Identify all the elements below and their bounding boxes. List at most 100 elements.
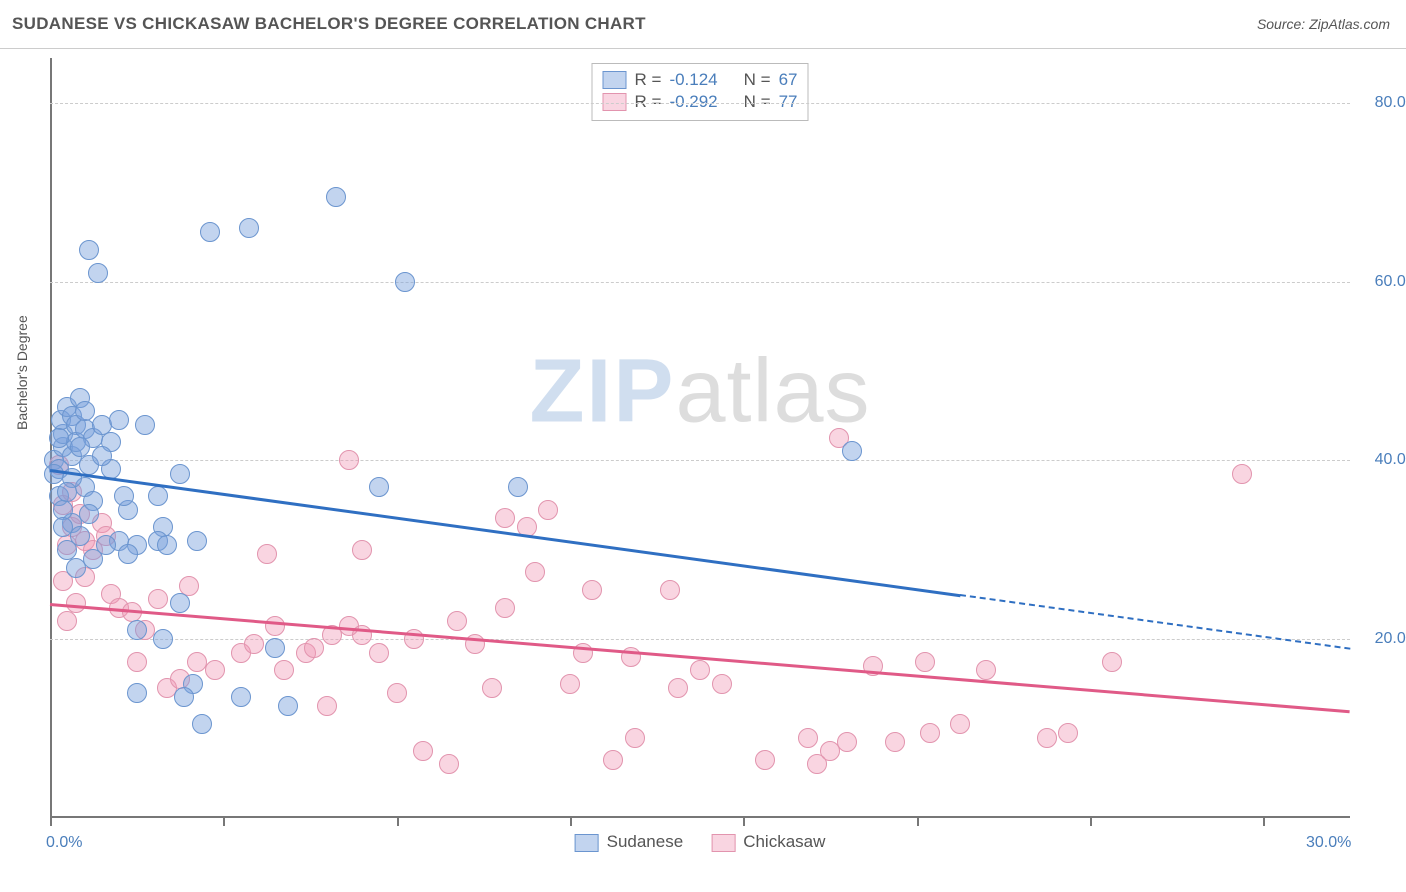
data-point-chickasaw bbox=[755, 750, 775, 770]
data-point-chickasaw bbox=[712, 674, 732, 694]
legend-label: Chickasaw bbox=[743, 832, 825, 851]
data-point-sudanese bbox=[157, 535, 177, 555]
x-tick-label: 30.0% bbox=[1306, 834, 1351, 852]
data-point-chickasaw bbox=[837, 732, 857, 752]
legend-label: Sudanese bbox=[607, 832, 684, 851]
y-tick-label: 80.0% bbox=[1360, 94, 1406, 112]
regression-line-sudanese-dashed bbox=[960, 594, 1350, 650]
data-point-chickasaw bbox=[603, 750, 623, 770]
data-point-chickasaw bbox=[482, 678, 502, 698]
watermark-atlas: atlas bbox=[675, 342, 870, 442]
data-point-sudanese bbox=[170, 593, 190, 613]
data-point-chickasaw bbox=[179, 576, 199, 596]
data-point-chickasaw bbox=[920, 723, 940, 743]
legend-swatch bbox=[711, 834, 735, 852]
data-point-chickasaw bbox=[304, 638, 324, 658]
regression-legend: R =-0.124N =67R =-0.292N =77 bbox=[592, 63, 809, 121]
data-point-chickasaw bbox=[495, 598, 515, 618]
data-point-chickasaw bbox=[660, 580, 680, 600]
data-point-chickasaw bbox=[127, 652, 147, 672]
data-point-chickasaw bbox=[339, 450, 359, 470]
data-point-sudanese bbox=[49, 428, 69, 448]
data-point-sudanese bbox=[92, 446, 112, 466]
data-point-chickasaw bbox=[205, 660, 225, 680]
data-point-sudanese bbox=[135, 415, 155, 435]
watermark-zip: ZIP bbox=[529, 342, 675, 442]
legend-swatch bbox=[575, 834, 599, 852]
data-point-sudanese bbox=[187, 531, 207, 551]
data-point-chickasaw bbox=[1037, 728, 1057, 748]
watermark: ZIPatlas bbox=[529, 341, 870, 444]
data-point-sudanese bbox=[395, 272, 415, 292]
data-point-sudanese bbox=[148, 486, 168, 506]
data-point-sudanese bbox=[153, 629, 173, 649]
data-point-sudanese bbox=[57, 482, 77, 502]
data-point-chickasaw bbox=[369, 643, 389, 663]
data-point-sudanese bbox=[326, 187, 346, 207]
legend-row: R =-0.124N =67 bbox=[603, 70, 798, 90]
data-point-sudanese bbox=[231, 687, 251, 707]
y-tick-label: 60.0% bbox=[1360, 273, 1406, 291]
grid-line bbox=[50, 103, 1350, 104]
data-point-sudanese bbox=[278, 696, 298, 716]
data-point-sudanese bbox=[265, 638, 285, 658]
data-point-chickasaw bbox=[57, 611, 77, 631]
x-tick bbox=[397, 818, 399, 826]
data-point-chickasaw bbox=[668, 678, 688, 698]
data-point-sudanese bbox=[66, 558, 86, 578]
data-point-sudanese bbox=[369, 477, 389, 497]
scatter-plot-area: ZIPatlas R =-0.124N =67R =-0.292N =77 Su… bbox=[50, 58, 1350, 818]
data-point-sudanese bbox=[200, 222, 220, 242]
data-point-chickasaw bbox=[439, 754, 459, 774]
data-point-sudanese bbox=[79, 504, 99, 524]
data-point-sudanese bbox=[79, 240, 99, 260]
data-point-chickasaw bbox=[265, 616, 285, 636]
x-tick bbox=[1090, 818, 1092, 826]
data-point-chickasaw bbox=[1058, 723, 1078, 743]
data-point-chickasaw bbox=[317, 696, 337, 716]
data-point-chickasaw bbox=[1102, 652, 1122, 672]
data-point-sudanese bbox=[96, 535, 116, 555]
data-point-sudanese bbox=[127, 683, 147, 703]
data-point-chickasaw bbox=[387, 683, 407, 703]
legend-item: Chickasaw bbox=[711, 832, 825, 852]
x-tick bbox=[743, 818, 745, 826]
y-tick-label: 40.0% bbox=[1360, 451, 1406, 469]
legend-n-value: 67 bbox=[779, 70, 798, 90]
data-point-chickasaw bbox=[950, 714, 970, 734]
data-point-sudanese bbox=[88, 263, 108, 283]
data-point-sudanese bbox=[109, 410, 129, 430]
data-point-sudanese bbox=[239, 218, 259, 238]
data-point-chickasaw bbox=[447, 611, 467, 631]
data-point-chickasaw bbox=[798, 728, 818, 748]
data-point-chickasaw bbox=[976, 660, 996, 680]
x-tick bbox=[50, 818, 52, 826]
data-point-chickasaw bbox=[413, 741, 433, 761]
legend-swatch bbox=[603, 71, 627, 89]
data-point-chickasaw bbox=[885, 732, 905, 752]
data-point-chickasaw bbox=[690, 660, 710, 680]
data-point-chickasaw bbox=[625, 728, 645, 748]
data-point-chickasaw bbox=[352, 540, 372, 560]
data-point-chickasaw bbox=[257, 544, 277, 564]
legend-item: Sudanese bbox=[575, 832, 684, 852]
data-point-sudanese bbox=[842, 441, 862, 461]
data-point-sudanese bbox=[114, 486, 134, 506]
data-point-chickasaw bbox=[582, 580, 602, 600]
data-point-chickasaw bbox=[148, 589, 168, 609]
chart-title: SUDANESE VS CHICKASAW BACHELOR'S DEGREE … bbox=[12, 14, 646, 34]
data-point-sudanese bbox=[70, 437, 90, 457]
data-point-sudanese bbox=[44, 464, 64, 484]
data-point-chickasaw bbox=[538, 500, 558, 520]
data-point-chickasaw bbox=[244, 634, 264, 654]
data-point-chickasaw bbox=[915, 652, 935, 672]
data-point-chickasaw bbox=[495, 508, 515, 528]
data-point-sudanese bbox=[508, 477, 528, 497]
chart-source: Source: ZipAtlas.com bbox=[1257, 16, 1390, 32]
data-point-chickasaw bbox=[1232, 464, 1252, 484]
series-legend: Sudanese Chickasaw bbox=[575, 832, 826, 852]
x-tick-label: 0.0% bbox=[46, 834, 82, 852]
data-point-chickasaw bbox=[560, 674, 580, 694]
grid-line bbox=[50, 460, 1350, 461]
grid-line bbox=[50, 282, 1350, 283]
